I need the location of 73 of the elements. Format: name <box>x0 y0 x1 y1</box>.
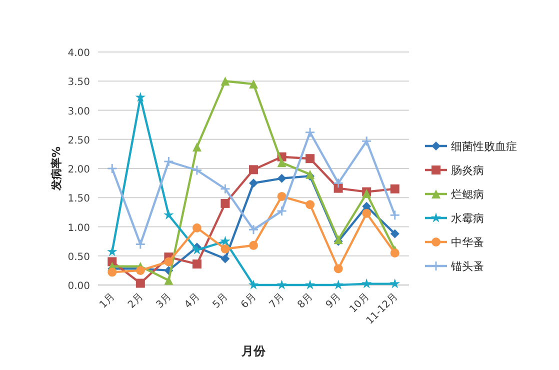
x-tick-label: 9月 <box>324 291 344 311</box>
point <box>108 268 117 277</box>
y-tick-label: 0.00 <box>68 281 90 292</box>
point <box>192 223 202 232</box>
point <box>220 76 230 86</box>
point <box>361 278 372 288</box>
point <box>390 210 400 220</box>
point <box>277 158 286 168</box>
point <box>304 280 316 290</box>
point <box>333 280 344 290</box>
y-tick-label: 1.50 <box>68 194 90 205</box>
point <box>220 254 230 264</box>
point <box>333 178 344 188</box>
x-tick-label: 6月 <box>239 291 259 311</box>
point <box>249 165 258 174</box>
x-tick-label: 2月 <box>126 291 146 311</box>
point <box>390 184 400 194</box>
point <box>304 127 316 138</box>
point <box>334 184 343 193</box>
x-tick-label: 8月 <box>296 291 316 311</box>
point <box>248 224 259 235</box>
x-tick-label: 10月 <box>348 291 372 316</box>
y-tick-label: 3.00 <box>68 106 90 118</box>
point <box>248 280 259 290</box>
point <box>249 80 258 89</box>
x-tick-label: 3月 <box>154 291 174 311</box>
y-axis-title: 发病率% <box>50 146 63 192</box>
x-tick-label: 4月 <box>182 291 202 311</box>
point <box>163 156 174 167</box>
legend-label: 水霉病 <box>451 212 484 225</box>
point <box>306 154 315 164</box>
point <box>107 246 118 256</box>
point <box>164 210 174 220</box>
point <box>106 163 118 174</box>
point <box>277 174 286 183</box>
x-axis-title: 月份 <box>240 344 266 358</box>
point <box>276 206 288 216</box>
point <box>276 280 287 290</box>
legend-label: 锚头蚤 <box>450 260 484 273</box>
y-tick-label: 2.50 <box>68 135 90 146</box>
point <box>192 142 202 152</box>
point <box>334 264 343 274</box>
point <box>249 178 258 188</box>
legend-label: 烂鳃病 <box>451 188 484 201</box>
point <box>362 208 372 218</box>
point <box>220 198 230 208</box>
y-tick-label: 1.00 <box>68 222 90 234</box>
point <box>249 240 258 250</box>
point <box>135 92 146 102</box>
point <box>220 184 230 194</box>
x-tick-label: 1月 <box>98 291 118 311</box>
point <box>220 236 230 246</box>
point <box>277 192 286 201</box>
legend-label: 中华蚤 <box>451 236 484 249</box>
y-tick-label: 0.50 <box>68 252 90 263</box>
point <box>164 276 174 285</box>
y-tick-label: 4.00 <box>68 48 90 59</box>
point <box>306 200 315 210</box>
point <box>390 229 400 238</box>
point <box>192 260 202 269</box>
point <box>135 238 146 250</box>
point <box>361 136 372 146</box>
point <box>390 278 400 288</box>
legend-label: 细菌性败血症 <box>451 140 517 153</box>
x-tick-label: 5月 <box>210 291 230 311</box>
point <box>220 244 230 254</box>
x-tick-label: 7月 <box>268 291 287 311</box>
y-tick-label: 2.00 <box>68 164 90 176</box>
y-tick-label: 3.50 <box>68 77 90 88</box>
point <box>136 278 145 288</box>
point <box>164 257 174 266</box>
point <box>192 165 202 176</box>
legend-label: 肠炎病 <box>451 164 484 177</box>
